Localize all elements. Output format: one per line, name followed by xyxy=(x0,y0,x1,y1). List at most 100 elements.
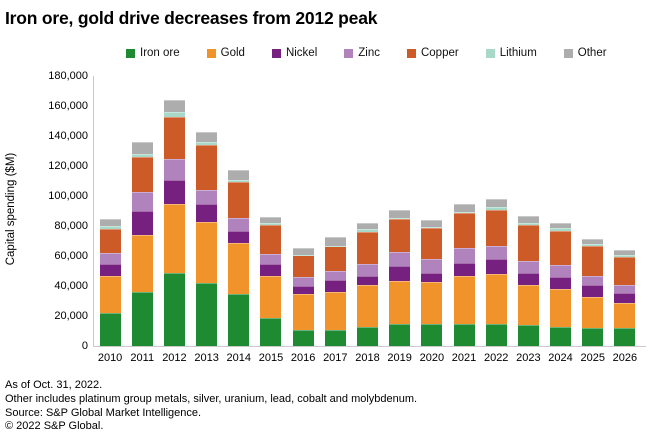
bar-segment-copper-2019 xyxy=(389,219,411,253)
footnote-source: Source: S&P Global Market Intelligence. xyxy=(5,406,202,419)
bar-segment-other-2016 xyxy=(292,247,314,255)
bar-segment-zinc-2024 xyxy=(550,265,572,277)
bar-segment-gold-2014 xyxy=(228,242,250,294)
bar-segment-gold-2011 xyxy=(131,235,153,292)
x-axis-label-2014: 2014 xyxy=(226,352,252,364)
legend-swatch-icon xyxy=(485,48,495,58)
bar-segment-copper-2013 xyxy=(196,145,218,190)
bar-segment-nickel-2025 xyxy=(582,285,604,298)
bar-segment-copper-2018 xyxy=(357,232,378,265)
bar-segment-iron-ore-2015 xyxy=(260,318,282,346)
bar-segment-gold-2019 xyxy=(389,280,411,324)
x-axis-label-2024: 2024 xyxy=(548,352,573,364)
bar-segment-gold-2018 xyxy=(357,285,378,327)
bar-segment-gold-2026 xyxy=(614,303,636,328)
bar-segment-lithium-2025 xyxy=(582,244,604,246)
bar-segment-gold-2022 xyxy=(485,274,507,324)
bar-segment-zinc-2016 xyxy=(292,277,314,286)
bar-segment-iron-ore-2022 xyxy=(485,323,507,346)
bar-segment-copper-2026 xyxy=(614,256,636,286)
bar-segment-copper-2025 xyxy=(582,245,604,277)
x-axis-label-2020: 2020 xyxy=(419,352,445,364)
x-axis-line xyxy=(93,346,646,347)
bar-segment-copper-2021 xyxy=(453,213,475,248)
bar-segment-nickel-2015 xyxy=(260,264,282,277)
bar-segment-iron-ore-2014 xyxy=(228,293,250,346)
legend: Iron ore Gold Nickel Zinc Copper Lithium Other xyxy=(126,47,650,59)
bar-segment-nickel-2011 xyxy=(131,211,153,235)
x-axis-label-2016: 2016 xyxy=(290,352,316,364)
bar-segment-copper-2011 xyxy=(131,157,153,192)
bar-segment-lithium-2020 xyxy=(421,226,443,229)
bar-segment-copper-2020 xyxy=(421,228,443,259)
bar-segment-other-2026 xyxy=(614,250,636,256)
legend-item-gold: Gold xyxy=(206,47,245,59)
bar-segment-zinc-2015 xyxy=(260,253,282,265)
bar-segment-nickel-2019 xyxy=(389,265,411,281)
bar-segment-nickel-2016 xyxy=(292,286,314,295)
chart-title: Iron ore, gold drive decreases from 2012… xyxy=(5,8,378,28)
bar-segment-zinc-2025 xyxy=(582,276,604,286)
x-axis-label-2013: 2013 xyxy=(194,352,219,364)
bar-segment-other-2013 xyxy=(196,131,218,142)
legend-swatch-icon xyxy=(126,48,135,58)
x-axis-label-2023: 2023 xyxy=(516,352,541,364)
y-axis-tick-label: 40,000 xyxy=(54,280,88,292)
bar-segment-other-2015 xyxy=(260,217,282,223)
legend-item-other: Other xyxy=(563,47,607,59)
y-axis-tick-label: 140,000 xyxy=(48,130,88,142)
bar-segment-copper-2022 xyxy=(485,209,507,246)
bar-segment-zinc-2017 xyxy=(324,271,346,280)
bar-segment-zinc-2012 xyxy=(163,158,185,180)
bar-segment-lithium-2018 xyxy=(357,229,378,232)
bar-segment-lithium-2014 xyxy=(228,179,250,182)
legend-label: Zinc xyxy=(358,47,380,59)
bar-segment-lithium-2011 xyxy=(131,154,153,157)
y-axis-line xyxy=(93,76,94,347)
bar-segment-iron-ore-2019 xyxy=(389,323,411,346)
bar-segment-iron-ore-2016 xyxy=(292,329,314,346)
bar-segment-lithium-2015 xyxy=(260,223,282,225)
bar-segment-zinc-2010 xyxy=(99,253,121,264)
bar-segment-zinc-2021 xyxy=(453,247,475,263)
bar-segment-lithium-2019 xyxy=(389,217,411,220)
bar-segment-lithium-2021 xyxy=(453,211,475,214)
y-axis-tick-label: 60,000 xyxy=(54,250,88,262)
bar-segment-other-2014 xyxy=(228,169,250,180)
bar-segment-gold-2023 xyxy=(517,285,539,325)
bar-segment-gold-2017 xyxy=(324,292,346,330)
bar-segment-copper-2024 xyxy=(550,230,572,265)
bar-segment-copper-2016 xyxy=(292,255,314,277)
bar-segment-other-2018 xyxy=(357,223,378,229)
bar-segment-zinc-2018 xyxy=(357,264,378,277)
bar-segment-iron-ore-2013 xyxy=(196,283,218,346)
bar-segment-zinc-2019 xyxy=(389,252,411,266)
bar-segment-other-2021 xyxy=(453,203,475,212)
bar-segment-gold-2021 xyxy=(453,276,475,324)
bar-segment-lithium-2022 xyxy=(485,206,507,210)
bar-segment-gold-2025 xyxy=(582,297,604,328)
bar-segment-copper-2023 xyxy=(517,225,539,261)
bar-segment-nickel-2010 xyxy=(99,263,121,276)
bar-segment-other-2019 xyxy=(389,210,411,218)
legend-label: Iron ore xyxy=(140,47,180,59)
bar-segment-zinc-2013 xyxy=(196,190,218,204)
bar-segment-zinc-2014 xyxy=(228,217,250,231)
footnote-other-definition: Other includes platinum group metals, si… xyxy=(5,392,418,405)
bar-segment-iron-ore-2018 xyxy=(357,326,378,346)
x-axis-label-2017: 2017 xyxy=(323,352,348,364)
bar-segment-lithium-2023 xyxy=(517,223,539,226)
bar-segment-gold-2024 xyxy=(550,289,572,327)
y-axis-tick-label: 120,000 xyxy=(48,160,88,172)
legend-item-lithium: Lithium xyxy=(485,47,537,59)
footnote-as-of: As of Oct. 31, 2022. xyxy=(5,379,103,391)
bar-segment-nickel-2018 xyxy=(357,276,378,286)
bar-segment-iron-ore-2017 xyxy=(324,329,346,346)
legend-label: Nickel xyxy=(285,47,318,59)
y-axis-tick-label: 160,000 xyxy=(48,100,88,112)
bar-segment-zinc-2020 xyxy=(421,259,443,274)
y-axis-tick-label: 20,000 xyxy=(54,310,88,322)
legend-swatch-icon xyxy=(406,48,416,58)
x-axis-label-2019: 2019 xyxy=(387,352,412,364)
